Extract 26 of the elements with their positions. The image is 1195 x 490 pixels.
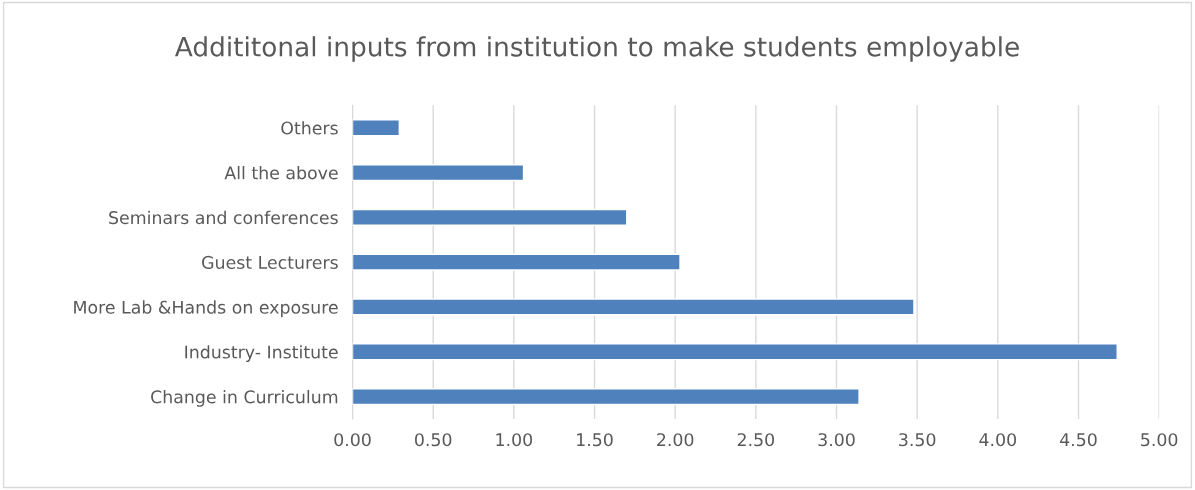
bar	[352, 119, 401, 137]
x-tick-label: 1.00	[496, 433, 533, 447]
y-tick-label: Industry- Institute	[185, 345, 338, 362]
bar	[352, 208, 628, 226]
x-tick-label: 3.00	[818, 433, 855, 447]
x-tick-label: 2.50	[737, 433, 775, 447]
y-tick-label: More Lab &Hands on exposure	[74, 300, 338, 318]
y-tick-label: Guest Lecturers	[202, 255, 338, 269]
bar	[352, 388, 860, 406]
bar	[352, 253, 681, 271]
x-tick-label: 0.50	[415, 433, 452, 447]
bar	[352, 343, 1118, 361]
x-tick-label: 4.50	[1060, 433, 1097, 447]
x-tick-label: 5.00	[1141, 433, 1178, 447]
x-tick-label: 4.00	[979, 433, 1016, 447]
bar	[352, 164, 525, 182]
x-tick-label: 3.50	[899, 433, 936, 447]
x-tick-label: 1.50	[577, 433, 613, 447]
y-tick-label: Others	[281, 121, 338, 135]
y-tick-label: All the above	[224, 165, 338, 180]
chart-title: Addititonal inputs from institution to make students employable	[174, 36, 1019, 62]
bar	[352, 298, 915, 316]
y-tick-label: Change in Curriculum	[151, 389, 338, 407]
y-tick-label: Seminars and conferences	[109, 210, 338, 225]
x-tick-label: 2.00	[657, 433, 694, 447]
x-tick-label: 0.00	[334, 433, 371, 447]
